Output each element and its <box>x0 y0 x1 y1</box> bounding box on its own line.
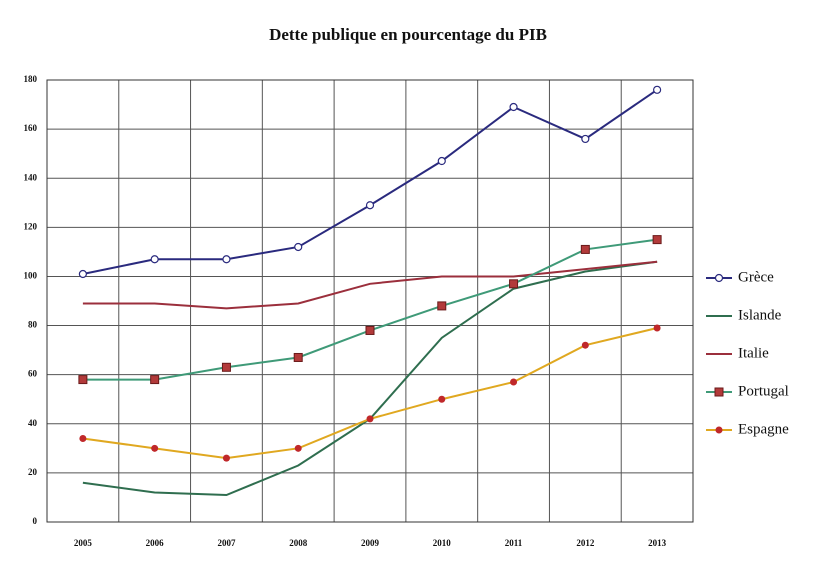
y-tick-label: 60 <box>28 369 38 379</box>
y-tick-label: 120 <box>24 221 38 231</box>
x-tick-label: 2007 <box>217 538 236 548</box>
series-line <box>82 260 658 310</box>
data-point <box>581 341 589 349</box>
data-point <box>438 395 446 403</box>
data-point <box>653 85 662 94</box>
series-line <box>82 88 658 275</box>
x-tick-label: 2012 <box>576 538 595 548</box>
data-point <box>78 269 87 279</box>
data-point <box>221 362 231 372</box>
data-point <box>78 375 88 385</box>
data-point <box>150 375 160 385</box>
series-line <box>82 260 658 496</box>
series-line <box>82 238 658 381</box>
legend-label: Grèce <box>738 269 774 285</box>
data-point <box>510 378 518 386</box>
data-point <box>652 235 662 245</box>
legend-label: Espagne <box>738 421 789 437</box>
legend-label: Italie <box>738 345 769 361</box>
x-tick-label: 2006 <box>146 538 165 548</box>
x-tick-label: 2010 <box>433 538 452 548</box>
x-tick-label: 2011 <box>505 538 523 548</box>
y-tick-label: 20 <box>28 467 38 477</box>
y-tick-label: 80 <box>28 320 38 330</box>
legend-marker <box>714 387 724 397</box>
data-point <box>365 201 375 210</box>
x-tick-label: 2009 <box>361 538 380 548</box>
legend-marker <box>714 273 724 283</box>
data-point <box>366 415 374 423</box>
data-point <box>79 435 87 443</box>
y-tick-label: 40 <box>28 418 38 428</box>
chart-title: Dette publique en pourcentage du PIB <box>269 25 547 44</box>
data-point <box>581 134 590 144</box>
x-tick-label: 2005 <box>74 538 93 548</box>
plot-frame <box>46 79 694 523</box>
data-point <box>150 255 159 264</box>
y-tick-label: 140 <box>24 172 38 182</box>
data-point <box>222 255 231 264</box>
data-point <box>151 444 159 452</box>
legend-label: Portugal <box>738 383 789 399</box>
data-point <box>509 102 518 112</box>
legend-marker <box>715 426 723 434</box>
data-point <box>653 324 661 332</box>
x-tick-label: 2008 <box>289 538 308 548</box>
data-point <box>580 244 590 254</box>
data-point <box>222 454 230 462</box>
data-point <box>437 301 447 311</box>
y-tick-label: 160 <box>24 123 38 133</box>
y-tick-label: 180 <box>24 74 38 84</box>
x-tick-label: 2013 <box>648 538 667 548</box>
data-point <box>437 156 446 166</box>
data-point <box>293 352 303 362</box>
data-point <box>365 325 375 335</box>
series-line <box>82 327 658 460</box>
data-point <box>294 444 302 452</box>
y-tick-label: 100 <box>24 271 38 281</box>
data-point <box>294 242 303 252</box>
legend-label: Islande <box>738 307 782 323</box>
data-point <box>509 279 519 289</box>
y-tick-label: 0 <box>33 516 38 526</box>
